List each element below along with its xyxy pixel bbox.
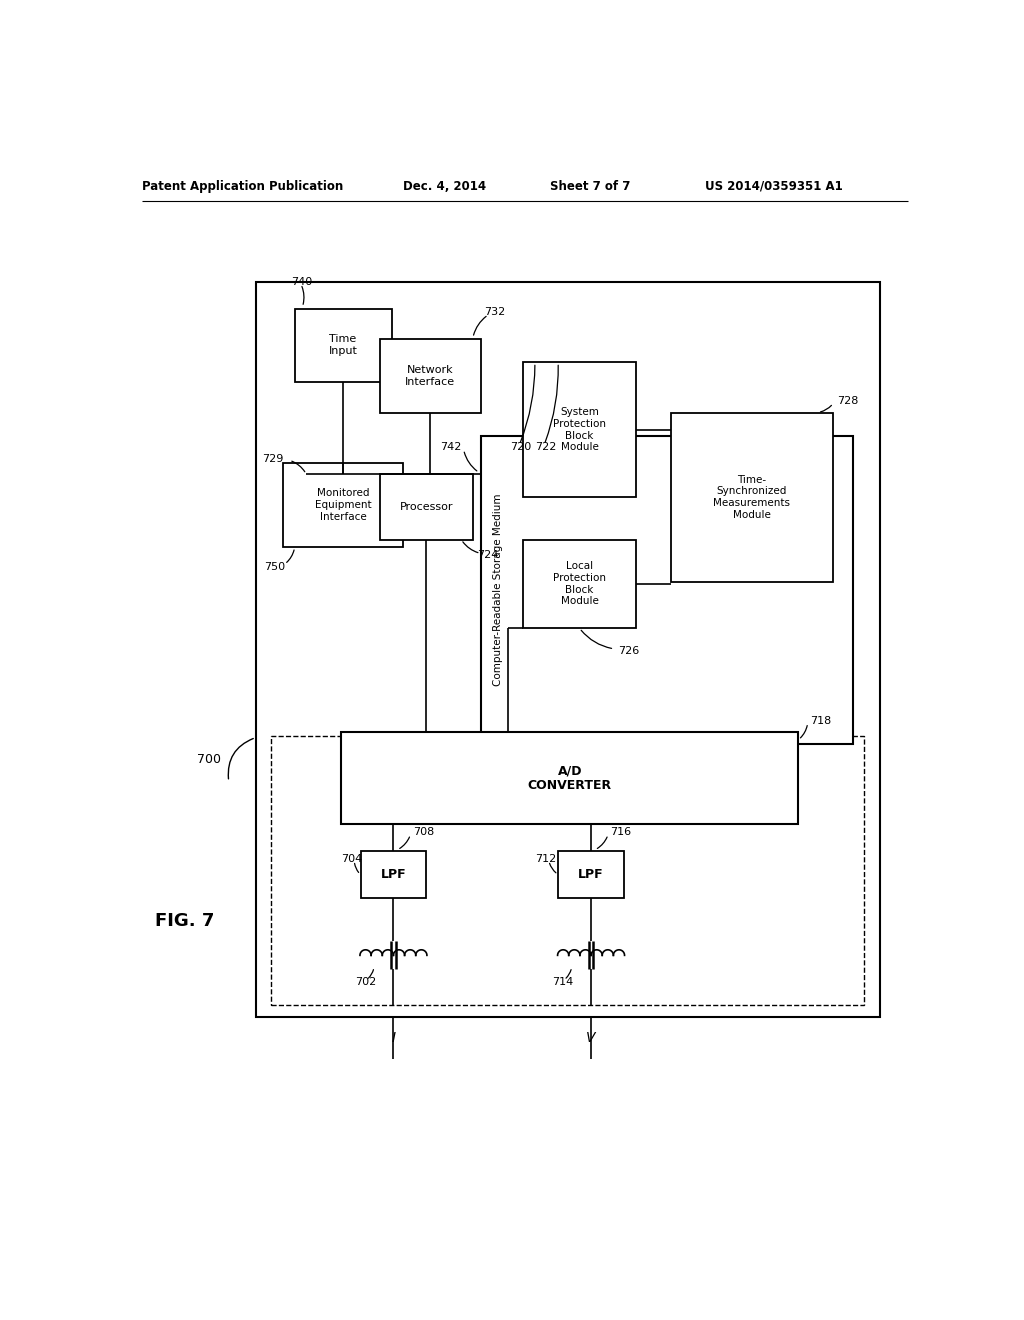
Bar	[480, 436, 853, 743]
Text: Patent Application Publication: Patent Application Publication	[142, 180, 343, 193]
Bar	[671, 413, 834, 582]
Text: Time
Input: Time Input	[329, 334, 357, 356]
Bar	[295, 309, 391, 381]
Text: FIG. 7: FIG. 7	[155, 912, 214, 929]
Text: 722: 722	[535, 442, 556, 453]
Text: Time-
Synchronized
Measurements
Module: Time- Synchronized Measurements Module	[714, 475, 791, 520]
Bar	[256, 281, 880, 1016]
Text: 728: 728	[838, 396, 858, 407]
Bar	[360, 851, 426, 898]
Text: 724: 724	[477, 550, 498, 560]
Text: 704: 704	[341, 854, 362, 865]
Text: 702: 702	[354, 977, 376, 987]
Bar	[523, 363, 636, 498]
Text: 714: 714	[552, 977, 573, 987]
Bar	[380, 339, 480, 413]
Text: System
Protection
Block
Module: System Protection Block Module	[553, 408, 606, 453]
Text: 726: 726	[618, 647, 639, 656]
Text: V: V	[587, 1031, 596, 1044]
Text: 740: 740	[291, 277, 312, 286]
Text: Sheet 7 of 7: Sheet 7 of 7	[550, 180, 631, 193]
Text: 732: 732	[484, 308, 506, 317]
Text: 708: 708	[413, 828, 434, 837]
Text: I: I	[391, 1031, 395, 1044]
Text: 750: 750	[263, 561, 285, 572]
Bar	[380, 474, 473, 540]
Bar	[283, 462, 403, 548]
Text: LPF: LPF	[579, 869, 604, 880]
Text: 712: 712	[535, 854, 556, 865]
Text: LPF: LPF	[381, 869, 407, 880]
Text: Processor: Processor	[399, 502, 454, 512]
Text: 700: 700	[197, 754, 221, 766]
Bar	[271, 737, 864, 1006]
Text: Dec. 4, 2014: Dec. 4, 2014	[403, 180, 486, 193]
Text: A/D
CONVERTER: A/D CONVERTER	[527, 764, 611, 792]
Text: Network
Interface: Network Interface	[406, 366, 456, 387]
Text: Computer-Readable Storage Medium: Computer-Readable Storage Medium	[493, 494, 503, 686]
Bar	[523, 540, 636, 628]
Text: US 2014/0359351 A1: US 2014/0359351 A1	[706, 180, 843, 193]
Text: Local
Protection
Block
Module: Local Protection Block Module	[553, 561, 606, 606]
Bar	[341, 733, 799, 825]
Text: 718: 718	[810, 715, 831, 726]
Bar	[558, 851, 624, 898]
Text: 720: 720	[510, 442, 531, 453]
Text: 742: 742	[440, 442, 461, 453]
Text: 729: 729	[261, 454, 283, 463]
Text: 716: 716	[610, 828, 632, 837]
Text: Monitored
Equipment
Interface: Monitored Equipment Interface	[314, 488, 372, 521]
